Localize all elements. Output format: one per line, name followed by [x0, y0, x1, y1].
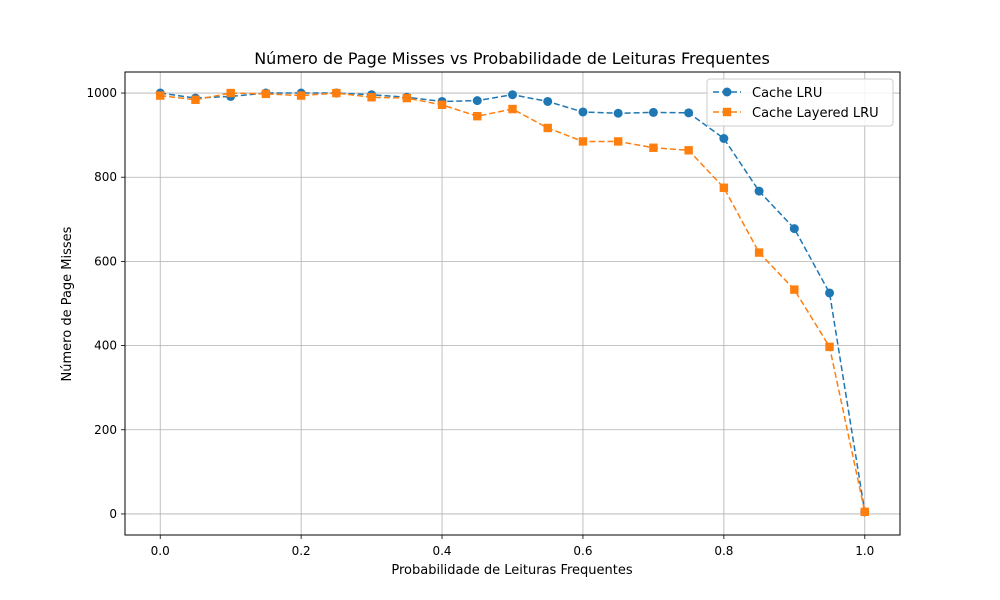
data-point — [754, 186, 764, 196]
grid — [125, 72, 900, 535]
legend-label: Cache Layered LRU — [752, 106, 879, 121]
axis-ticks: 0.0 0.2 0.4 0.6 0.8 1.0 0 200 400 600 800 1000 — [86, 86, 874, 558]
data-point — [825, 342, 834, 352]
data-point — [508, 104, 517, 114]
legend-item: Cache Layered LRU — [713, 106, 879, 121]
data-point — [648, 107, 658, 117]
y-tick-label: 1000 — [86, 86, 117, 100]
data-point — [472, 96, 482, 106]
data-point — [543, 123, 552, 133]
data-point — [156, 91, 165, 100]
y-axis-label: Número de Page Misses — [60, 226, 75, 381]
data-point — [789, 224, 799, 234]
data-point — [261, 89, 271, 99]
data-point — [578, 137, 588, 146]
data-point — [684, 146, 693, 155]
data-point — [402, 93, 412, 103]
legend: Cache LRU Cache Layered LRU — [706, 78, 894, 127]
data-point — [754, 248, 764, 257]
data-point — [613, 137, 623, 146]
y-tick-label: 200 — [94, 423, 117, 437]
x-axis-label: Probabilidade de Leituras Frequentes — [391, 563, 633, 578]
data-point — [332, 88, 341, 98]
data-point — [437, 100, 447, 110]
data-point — [860, 507, 869, 517]
data-point — [684, 108, 694, 118]
legend-box — [706, 78, 894, 127]
series-line — [160, 92, 866, 513]
data-point — [790, 285, 799, 294]
y-tick-label: 800 — [94, 170, 117, 184]
legend-label: Cache LRU — [752, 86, 822, 101]
x-tick-label: 1.0 — [855, 544, 874, 558]
series-line — [160, 92, 866, 512]
legend-marker — [722, 107, 732, 117]
data-point — [191, 95, 200, 104]
data-point — [578, 107, 588, 117]
chart-title: Número de Page Misses vs Probabilidade d… — [254, 49, 770, 68]
y-tick-label: 400 — [94, 339, 117, 353]
data-point — [296, 91, 306, 100]
series-layer — [155, 88, 870, 517]
data-point — [543, 96, 553, 106]
series-0 — [155, 88, 870, 517]
data-point — [508, 90, 517, 100]
data-point — [649, 143, 658, 152]
x-tick-label: 0.6 — [573, 544, 592, 558]
data-point — [473, 111, 482, 121]
legend-marker — [722, 87, 732, 97]
legend-item: Cache LRU — [713, 86, 822, 101]
data-point — [719, 183, 729, 192]
x-tick-label: 0.2 — [292, 544, 311, 558]
plot-frame — [124, 71, 901, 536]
data-point — [367, 93, 376, 102]
x-tick-label: 0.8 — [714, 544, 733, 558]
y-tick-label: 0 — [109, 507, 117, 521]
y-tick-label: 600 — [94, 254, 117, 268]
x-tick-label: 0.0 — [151, 544, 170, 558]
series-1 — [156, 88, 869, 517]
data-point — [226, 88, 235, 98]
data-point — [825, 288, 835, 298]
data-point — [719, 134, 729, 144]
x-tick-label: 0.4 — [432, 544, 451, 558]
data-point — [613, 108, 623, 118]
